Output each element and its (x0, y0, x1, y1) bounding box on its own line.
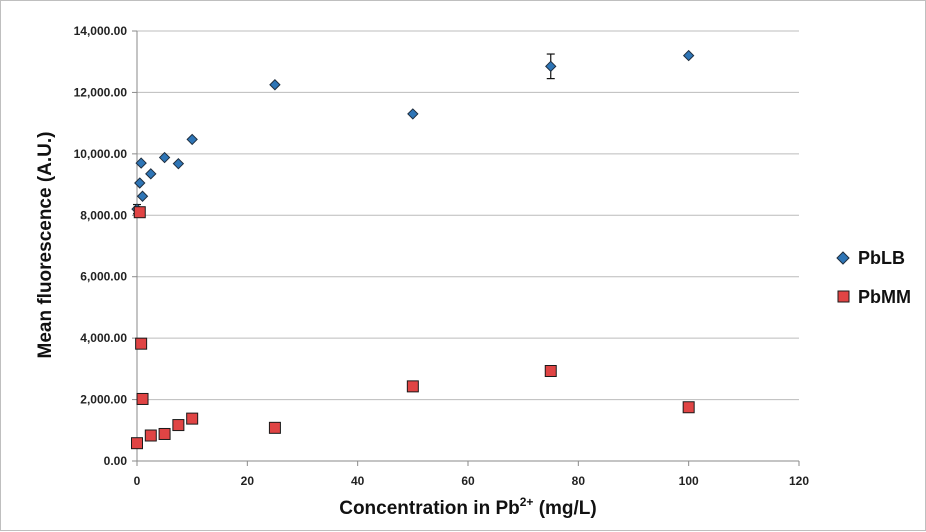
tick-labels: 0.00 2,000.00 4,000.00 6,000.00 8,000.00 10,0… (74, 24, 810, 488)
point-pblb (145, 168, 157, 180)
y-axis-title: Mean fluorescence (A.U.) (35, 132, 56, 359)
point-pblb (172, 157, 185, 170)
legend-marker-pblb (836, 251, 850, 265)
x-tick-label: 60 (461, 474, 475, 488)
legend-item-pblb: PbLB (836, 248, 905, 268)
y-tick-label: 6,000.00 (80, 270, 127, 284)
x-axis-title-main: Concentration in Pb (339, 498, 520, 519)
error-bars (133, 53, 555, 215)
point-pblb (135, 157, 147, 169)
x-tick-label: 80 (572, 474, 586, 488)
point-pblb (269, 79, 281, 91)
gridlines (137, 30, 799, 401)
y-tick-label: 14,000.00 (74, 24, 128, 38)
axes (132, 30, 800, 466)
x-tick-label: 40 (351, 474, 365, 488)
y-tick-label: 0.00 (104, 454, 128, 468)
point-pbmm (136, 392, 149, 405)
legend-marker-pbmm (837, 290, 850, 303)
y-tick-label: 2,000.00 (80, 393, 127, 407)
point-pblb (545, 60, 557, 73)
data-markers (131, 49, 695, 450)
x-tick-label: 20 (241, 474, 255, 488)
point-pbmm (135, 337, 148, 350)
point-pbmm (186, 412, 199, 425)
point-pblb (158, 151, 171, 164)
y-tick-label: 10,000.00 (74, 147, 128, 161)
legend: PbLB PbMM (836, 248, 911, 307)
x-axis-title-superscript: 2+ (520, 495, 534, 509)
x-tick-label: 120 (789, 474, 809, 488)
point-pbmm (158, 427, 171, 440)
point-pblb (682, 49, 695, 62)
point-pbmm (544, 365, 557, 378)
legend-item-pbmm: PbMM (837, 287, 911, 307)
y-tick-label: 12,000.00 (74, 85, 128, 99)
x-tick-label: 100 (679, 474, 699, 488)
point-pbmm (682, 401, 695, 414)
point-pblb (186, 133, 198, 146)
point-pbmm (268, 421, 281, 434)
y-tick-label: 8,000.00 (80, 208, 127, 222)
point-pblb (407, 108, 419, 120)
point-pbmm (144, 429, 157, 442)
x-tick-label: 0 (134, 474, 141, 488)
legend-label-pbmm: PbMM (858, 287, 911, 307)
y-tick-label: 4,000.00 (80, 331, 127, 345)
point-pbmm (133, 206, 146, 219)
point-pblb (134, 177, 146, 189)
x-axis-title-suffix: (mg/L) (533, 498, 596, 519)
point-pbmm (406, 380, 419, 393)
point-pblb (136, 190, 149, 202)
point-pbmm (172, 419, 185, 432)
x-axis-title: Concentration in Pb2+ (mg/L) (339, 495, 597, 519)
point-pbmm (131, 437, 143, 450)
legend-label-pblb: PbLB (858, 248, 905, 268)
